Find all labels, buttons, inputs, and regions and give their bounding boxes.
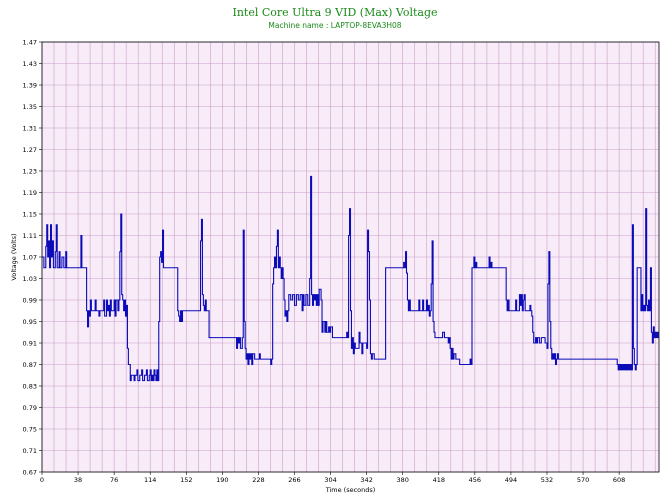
x-tick-label: 228 [252, 476, 264, 484]
x-tick-label: 380 [396, 476, 408, 484]
y-tick-label: 1.43 [23, 60, 37, 68]
y-axis-label: Voltage (Volts) [10, 233, 18, 280]
x-tick-label: 342 [360, 476, 372, 484]
y-tick-label: 1.11 [23, 232, 37, 240]
y-tick-label: 1.19 [23, 189, 37, 197]
y-tick-label: 1.27 [23, 146, 37, 154]
y-tick-label: 1.07 [23, 253, 37, 261]
y-tick-label: 0.67 [23, 468, 37, 476]
x-tick-label: 494 [505, 476, 517, 484]
x-tick-label: 418 [433, 476, 445, 484]
y-tick-label: 1.31 [23, 124, 37, 132]
chart-title: Intel Core Ultra 9 VID (Max) Voltage [232, 6, 438, 19]
x-tick-label: 190 [216, 476, 228, 484]
y-tick-label: 0.83 [23, 382, 37, 390]
y-tick-label: 0.87 [23, 361, 37, 369]
y-tick-label: 0.71 [23, 447, 37, 455]
x-tick-label: 608 [613, 476, 625, 484]
y-tick-label: 0.99 [23, 296, 37, 304]
x-axis-ticks: 0 38 76 114 152 190 228 266 304 342 380 418 456 494 53… [40, 472, 625, 484]
x-tick-label: 38 [74, 476, 82, 484]
x-axis-label: Time (seconds) [325, 486, 376, 494]
x-tick-label: 532 [541, 476, 553, 484]
y-tick-label: 1.47 [23, 38, 37, 46]
y-tick-label: 1.23 [23, 167, 37, 175]
y-tick-label: 0.75 [23, 425, 37, 433]
x-tick-label: 114 [144, 476, 156, 484]
x-tick-label: 570 [577, 476, 589, 484]
x-tick-label: 76 [110, 476, 118, 484]
y-tick-label: 1.15 [23, 210, 37, 218]
voltage-series-line [42, 175, 659, 382]
y-tick-label: 1.35 [23, 103, 37, 111]
y-tick-label: 1.39 [23, 81, 37, 89]
y-tick-label: 0.79 [23, 404, 37, 412]
x-tick-label: 0 [40, 476, 44, 484]
chart-subtitle: Machine name : LAPTOP-8EVA3H08 [268, 21, 402, 30]
x-tick-label: 456 [469, 476, 481, 484]
y-axis-ticks: 0.67 0.71 0.75 0.79 0.83 0.87 0.91 0.95 0.99 1.03… [23, 38, 42, 476]
series-group [42, 175, 659, 382]
y-tick-label: 0.95 [23, 318, 37, 326]
x-tick-label: 152 [180, 476, 192, 484]
y-tick-label: 0.91 [23, 339, 37, 347]
x-tick-label: 304 [324, 476, 336, 484]
plot-border [41, 41, 660, 473]
x-tick-label: 266 [288, 476, 300, 484]
y-tick-label: 1.03 [23, 275, 37, 283]
